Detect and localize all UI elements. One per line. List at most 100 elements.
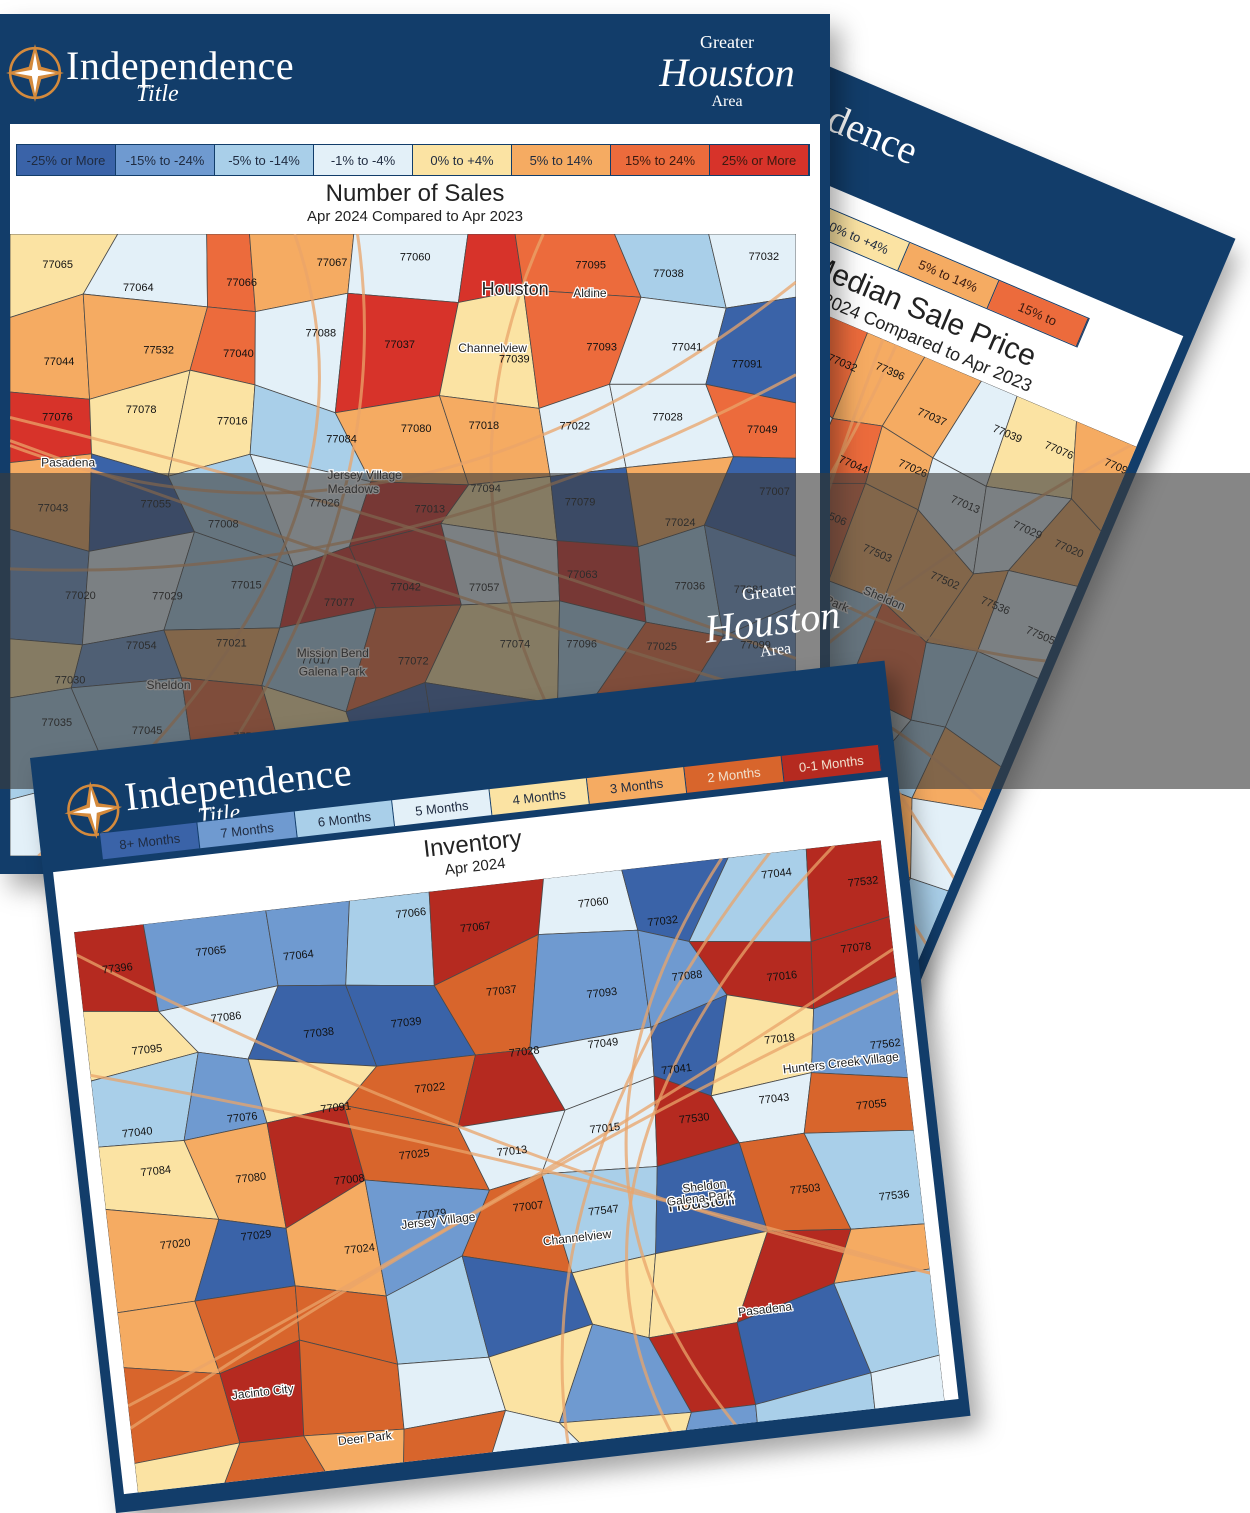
- zip-label: 77018: [764, 1032, 796, 1047]
- zip-label: 77078: [840, 940, 872, 955]
- zip-label: 77044: [761, 866, 793, 881]
- sales-legend-item: -25% or More: [17, 145, 116, 175]
- sales-legend-item: 5% to 14%: [512, 145, 611, 175]
- zip-label: 77095: [575, 259, 606, 271]
- zip-label: 77064: [123, 282, 154, 294]
- inventory-legend-item: 3 Months: [586, 766, 688, 804]
- zip-region[interactable]: [705, 383, 796, 459]
- place-label: Houston: [482, 279, 549, 299]
- inventory-legend-item: 0-1 Months: [781, 744, 882, 782]
- zip-label: 77093: [586, 342, 617, 354]
- zip-label: 77064: [283, 948, 315, 963]
- sales-legend-item: -5% to -14%: [215, 145, 314, 175]
- inventory-card: Independence Title Greater Houston Area …: [30, 578, 971, 1513]
- zip-label: 77044: [44, 356, 75, 368]
- inventory-legend-item: 2 Months: [684, 755, 785, 793]
- zip-label: 77078: [126, 404, 157, 416]
- zip-region[interactable]: [708, 234, 796, 309]
- zip-label: 77043: [758, 1092, 790, 1107]
- brand-name: Independence: [66, 43, 295, 88]
- zip-label: 77037: [486, 984, 518, 999]
- zip-label: 77039: [390, 1015, 422, 1030]
- zip-label: 77016: [217, 415, 248, 427]
- zip-label: 77091: [732, 359, 763, 371]
- highway-line: [90, 1073, 931, 1275]
- place-label: Sheldon: [682, 1177, 727, 1196]
- zip-label: 77038: [653, 268, 684, 280]
- zip-label: 77088: [671, 969, 703, 984]
- zip-label: 77396: [102, 961, 134, 976]
- badge-line3: Area: [711, 93, 743, 110]
- sales-legend-item: -1% to -4%: [314, 145, 413, 175]
- zip-label: 77037: [384, 339, 415, 351]
- zip-label: 77028: [508, 1044, 540, 1059]
- zip-label: 77049: [747, 424, 778, 436]
- zip-label: 77032: [647, 914, 679, 929]
- zip-label: 77022: [560, 421, 591, 433]
- place-label: Aldine: [573, 286, 607, 300]
- inventory-map[interactable]: 77396 77065 77064 77066 77067 77060 77032 77044…: [73, 840, 949, 1495]
- zip-label: 77060: [400, 252, 431, 264]
- zip-label: 77016: [766, 969, 798, 984]
- zip-label: 77040: [223, 348, 254, 360]
- zip-label: 77060: [577, 895, 609, 910]
- zip-label: 77032: [749, 251, 780, 263]
- zip-region[interactable]: [206, 234, 256, 313]
- zip-label: 77084: [326, 434, 357, 446]
- zip-label: 77396: [492, 284, 523, 296]
- zip-region[interactable]: [265, 900, 359, 993]
- zip-label: 77067: [460, 920, 492, 935]
- zip-label: 77038: [303, 1026, 335, 1041]
- inventory-legend-item: 5 Months: [392, 789, 493, 827]
- highway-line: [75, 953, 931, 1275]
- zip-label: 77084: [140, 1164, 172, 1179]
- zip-label: 77091: [320, 1100, 352, 1115]
- zip-label: 77008: [334, 1172, 366, 1187]
- zip-label: 77065: [42, 259, 73, 271]
- zip-label: 77088: [306, 328, 337, 340]
- star-logo-icon: [59, 776, 128, 845]
- zip-label: 77049: [587, 1036, 619, 1051]
- zip-label: 77015: [589, 1121, 621, 1136]
- zip-label: 77041: [661, 1062, 693, 1077]
- zip-label: 77093: [586, 986, 618, 1001]
- zip-label: 77055: [856, 1097, 888, 1112]
- zip-label: 77066: [395, 906, 427, 921]
- brand-sub: Title: [136, 81, 179, 107]
- greater-houston-badge: Greater Houston Area: [642, 14, 812, 124]
- badge-line1: Greater: [700, 32, 754, 52]
- zip-label: 77076: [42, 412, 73, 424]
- zip-label: 77039: [499, 353, 530, 365]
- zip-label: 77007: [512, 1199, 544, 1214]
- zip-label: 77067: [317, 257, 348, 269]
- zip-label: 77506: [697, 1195, 729, 1210]
- zip-label: 77020: [159, 1237, 191, 1252]
- zip-label: 77028: [652, 411, 683, 423]
- place-label: Aldine: [834, 1412, 869, 1430]
- zip-label: 77065: [195, 944, 227, 959]
- zip-label: 77095: [131, 1042, 163, 1057]
- star-logo-icon: [4, 42, 66, 104]
- zip-label: 77530: [678, 1111, 710, 1126]
- zip-label: 77503: [789, 1182, 821, 1197]
- inventory-legend-item: 4 Months: [489, 778, 590, 816]
- zip-label: 77076: [226, 1110, 258, 1125]
- greater-houston-badge: Greater Houston Area: [681, 554, 862, 683]
- zip-region[interactable]: [347, 234, 469, 303]
- zip-label: 77080: [401, 423, 432, 435]
- sales-title: Number of Sales: [325, 180, 505, 207]
- zip-label: 77080: [235, 1171, 267, 1186]
- sales-legend-item: 15% to 24%: [611, 145, 710, 175]
- zip-label: 77547: [588, 1203, 620, 1218]
- zip-label: 77040: [121, 1125, 153, 1140]
- zip-label: 77086: [210, 1010, 242, 1025]
- sales-legend-item: -15% to -24%: [116, 145, 215, 175]
- sales-legend-item: 25% or More: [710, 145, 809, 175]
- zip-label: 77079: [415, 1207, 447, 1222]
- sales-legend: -25% or More -15% to -24% -5% to -14% -1% t…: [16, 144, 810, 176]
- zip-label: 77018: [469, 420, 500, 432]
- zip-label: 77532: [847, 874, 879, 889]
- place-label: Pasadena: [41, 455, 95, 469]
- zip-label: 77562: [870, 1037, 902, 1052]
- zip-label: 77532: [143, 345, 174, 357]
